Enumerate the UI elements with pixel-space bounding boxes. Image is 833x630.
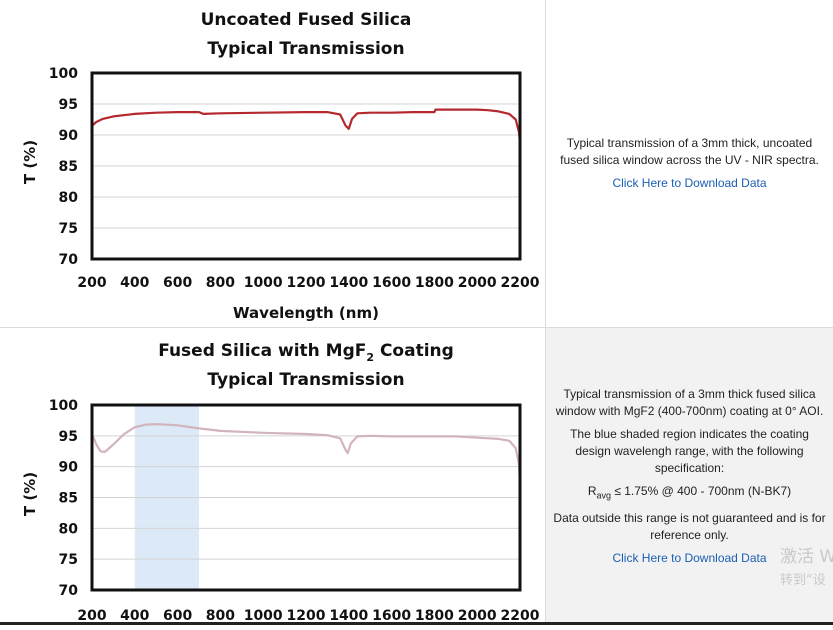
y-tick-label: 95 — [59, 97, 78, 113]
x-tick-label: 1200 — [287, 275, 326, 291]
description-uncoated: Typical transmission of a 3mm thick, unc… — [560, 136, 819, 167]
x-tick-label: 600 — [163, 275, 192, 291]
info-cell-mgf2: Typical transmission of a 3mm thick fuse… — [546, 328, 833, 625]
chart-title-line2: Typical Transmission — [207, 39, 404, 59]
y-tick-label: 80 — [59, 521, 79, 537]
x-tick-label: 1400 — [329, 608, 368, 624]
plot-frame — [90, 403, 522, 592]
x-tick-label: 2200 — [501, 608, 540, 624]
y-axis-label: T (%) — [21, 472, 39, 516]
download-data-link-uncoated[interactable]: Click Here to Download Data — [612, 176, 767, 190]
x-tick-label: 200 — [77, 275, 106, 291]
x-tick-label: 800 — [206, 275, 235, 291]
watermark-line2: 转到“设 — [780, 573, 826, 588]
y-tick-label: 75 — [59, 221, 78, 237]
chart-title-suffix: Coating — [374, 341, 454, 361]
chart-row-uncoated: Uncoated Fused Silica Typical Transmissio… — [0, 0, 833, 328]
x-tick-label: 400 — [120, 608, 149, 624]
chart-row-mgf2: Fused Silica with MgF2 Coating Typical Tr… — [0, 328, 833, 625]
plot-frame — [90, 71, 522, 261]
y-tick-label: 90 — [59, 460, 79, 476]
transmission-series-line — [91, 108, 522, 143]
shaded-region-note: The blue shaded region indicates the coa… — [570, 426, 809, 475]
spec-value: ≤ 1.75% @ 400 - 700nm (N-BK7) — [611, 483, 792, 498]
chart-cell-mgf2: Fused Silica with MgF2 Coating Typical Tr… — [0, 328, 546, 625]
x-tick-label: 1800 — [415, 275, 454, 291]
chart-title-line2: Typical Transmission — [207, 370, 404, 390]
y-tick-label: 85 — [59, 491, 78, 507]
y-tick-label: 90 — [59, 128, 79, 144]
chart-title-line1: Fused Silica with MgF2 Coating — [158, 341, 454, 364]
x-tick-label: 1000 — [244, 608, 283, 624]
x-tick-label: 2200 — [501, 275, 540, 291]
y-tick-label: 75 — [59, 552, 78, 568]
x-tick-label: 1600 — [372, 608, 411, 624]
x-tick-label: 400 — [120, 275, 149, 291]
transmission-series-line — [91, 422, 522, 486]
x-tick-label: 2000 — [458, 275, 497, 291]
chart-fused-silica-mgf2: Fused Silica with MgF2 Coating Typical Tr… — [21, 341, 540, 624]
chart-title-subscript: 2 — [366, 351, 374, 364]
y-tick-label: 80 — [59, 190, 79, 206]
y-tick-label: 70 — [59, 583, 79, 599]
page-bottom-rule — [0, 622, 833, 625]
disclaimer-text: Data outside this range is not guarantee… — [553, 511, 826, 543]
x-axis-label: Wavelength (nm) — [233, 304, 379, 322]
y-tick-label: 100 — [49, 66, 78, 82]
info-cell-uncoated: Typical transmission of a 3mm thick, unc… — [546, 0, 833, 327]
x-tick-label: 1200 — [287, 608, 326, 624]
x-tick-label: 2000 — [458, 608, 497, 624]
x-tick-label: 1800 — [415, 608, 454, 624]
spec-subscript: avg — [596, 490, 611, 501]
x-tick-label: 600 — [163, 608, 192, 624]
x-tick-label: 200 — [77, 608, 106, 624]
coating-specification: Ravg ≤ 1.75% @ 400 - 700nm (N-BK7) — [588, 483, 791, 504]
x-tick-label: 1600 — [372, 275, 411, 291]
x-tick-label: 1000 — [244, 275, 283, 291]
chart-cell-uncoated: Uncoated Fused Silica Typical Transmissio… — [0, 0, 546, 327]
y-axis-label: T (%) — [21, 140, 39, 184]
watermark-line1: 激活 W — [780, 547, 833, 567]
chart-title-line1: Uncoated Fused Silica — [201, 10, 412, 30]
spec-symbol: R — [587, 483, 597, 498]
chart-uncoated-fused-silica: Uncoated Fused Silica Typical Transmissio… — [21, 10, 540, 322]
y-tick-label: 70 — [59, 252, 79, 268]
download-data-link-mgf2[interactable]: Click Here to Download Data — [612, 551, 767, 566]
y-tick-label: 95 — [59, 429, 78, 445]
x-tick-label: 800 — [206, 608, 235, 624]
y-tick-label: 85 — [59, 159, 78, 175]
x-tick-label: 1400 — [329, 275, 368, 291]
y-tick-label: 100 — [49, 398, 78, 414]
description-mgf2: Typical transmission of a 3mm thick fuse… — [555, 386, 824, 418]
